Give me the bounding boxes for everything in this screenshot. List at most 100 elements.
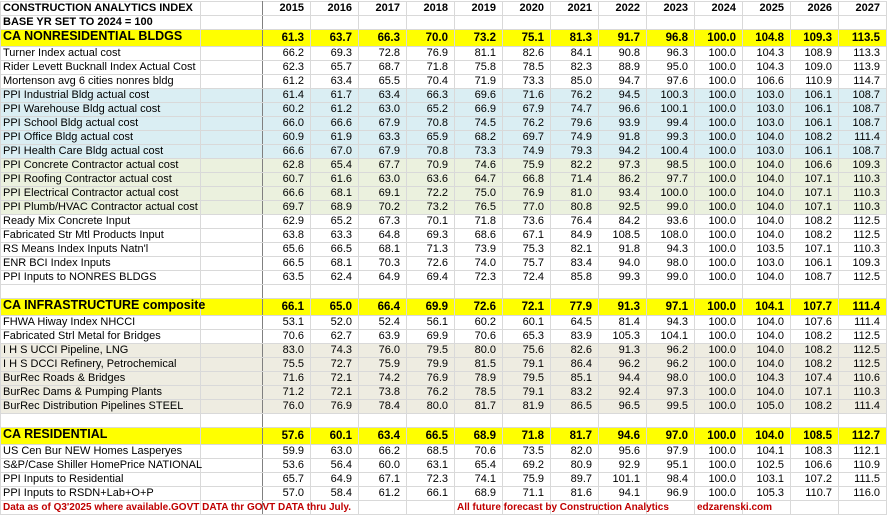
value-cell[interactable]: 63.9	[358, 329, 407, 344]
value-cell[interactable]: 78.9	[454, 371, 503, 386]
value-cell[interactable]: 66.4	[358, 298, 407, 316]
empty-cell[interactable]	[200, 399, 263, 414]
value-cell[interactable]: 60.1	[502, 315, 551, 330]
value-cell[interactable]: 71.9	[454, 74, 503, 89]
value-cell[interactable]: 65.0	[310, 298, 359, 316]
empty-cell[interactable]	[200, 116, 263, 131]
value-cell[interactable]: 100.0	[694, 385, 743, 400]
footer-cell[interactable]	[358, 500, 407, 515]
value-cell[interactable]: 72.4	[502, 270, 551, 285]
value-cell[interactable]: 66.1	[262, 298, 311, 316]
empty-cell[interactable]	[200, 298, 263, 316]
value-cell[interactable]: 82.1	[550, 242, 599, 257]
value-cell[interactable]: 76.2	[502, 116, 551, 131]
value-cell[interactable]: 100.0	[694, 186, 743, 201]
value-cell[interactable]: 56.1	[406, 315, 455, 330]
value-cell[interactable]: 104.3	[742, 46, 791, 61]
value-cell[interactable]: 68.2	[454, 130, 503, 145]
value-cell[interactable]: 107.1	[790, 186, 839, 201]
value-cell[interactable]: 107.2	[790, 472, 839, 487]
empty-cell[interactable]	[200, 130, 263, 145]
value-cell[interactable]: 108.7	[838, 102, 887, 117]
value-cell[interactable]: 79.9	[406, 357, 455, 372]
value-cell[interactable]: 108.2	[790, 399, 839, 414]
value-cell[interactable]: 63.4	[358, 427, 407, 445]
value-cell[interactable]: 59.9	[262, 444, 311, 459]
value-cell[interactable]: 114.7	[838, 74, 887, 89]
empty-cell[interactable]	[200, 1, 263, 16]
value-cell[interactable]: 104.0	[742, 214, 791, 229]
value-cell[interactable]: 74.6	[454, 158, 503, 173]
value-cell[interactable]	[502, 284, 551, 299]
value-cell[interactable]: 64.9	[310, 472, 359, 487]
value-cell[interactable]: 100.0	[694, 444, 743, 459]
value-cell[interactable]: 82.2	[550, 158, 599, 173]
value-cell[interactable]: 83.9	[550, 329, 599, 344]
value-cell[interactable]: 85.8	[550, 270, 599, 285]
value-cell[interactable]: 96.2	[646, 343, 695, 358]
row-label-cell[interactable]: I H S DCCI Refinery, Petrochemical	[0, 357, 201, 372]
value-cell[interactable]: 100.0	[694, 214, 743, 229]
empty-cell[interactable]	[200, 329, 263, 344]
value-cell[interactable]: 110.7	[790, 486, 839, 501]
value-cell[interactable]: 100.0	[694, 427, 743, 445]
value-cell[interactable]: 100.0	[694, 172, 743, 187]
empty-cell[interactable]	[200, 315, 263, 330]
value-cell[interactable]: 73.3	[502, 74, 551, 89]
value-cell[interactable]: 112.5	[838, 357, 887, 372]
value-cell[interactable]: 63.0	[358, 102, 407, 117]
value-cell[interactable]: 80.9	[550, 458, 599, 473]
value-cell[interactable]: 63.1	[406, 458, 455, 473]
value-cell[interactable]: 99.0	[646, 200, 695, 215]
value-cell[interactable]: 70.4	[406, 74, 455, 89]
value-cell[interactable]: 99.4	[646, 116, 695, 131]
value-cell[interactable]: 97.0	[646, 427, 695, 445]
value-cell[interactable]: 78.5	[502, 60, 551, 75]
value-cell[interactable]: 66.2	[262, 46, 311, 61]
value-cell[interactable]: 116.0	[838, 486, 887, 501]
value-cell[interactable]: 78.4	[358, 399, 407, 414]
value-cell[interactable]: 99.5	[646, 399, 695, 414]
value-cell[interactable]: 88.9	[598, 60, 647, 75]
value-cell[interactable]: 76.0	[358, 343, 407, 358]
value-cell[interactable]: 107.7	[790, 298, 839, 316]
value-cell[interactable]: 107.1	[790, 385, 839, 400]
value-cell[interactable]: 112.5	[838, 270, 887, 285]
value-cell[interactable]	[694, 284, 743, 299]
value-cell[interactable]: 75.1	[502, 29, 551, 47]
value-cell[interactable]: 108.0	[646, 228, 695, 243]
value-cell[interactable]: 104.0	[742, 158, 791, 173]
value-cell[interactable]: 113.5	[838, 29, 887, 47]
value-cell[interactable]: 80.0	[454, 343, 503, 358]
value-cell[interactable]: 110.3	[838, 200, 887, 215]
value-cell[interactable]: 73.9	[454, 242, 503, 257]
value-cell[interactable]: 109.0	[790, 60, 839, 75]
value-cell[interactable]	[502, 413, 551, 428]
value-cell[interactable]: 67.9	[358, 116, 407, 131]
year-header-2026[interactable]: 2026	[790, 1, 839, 16]
value-cell[interactable]: 90.8	[598, 46, 647, 61]
value-cell[interactable]: 66.6	[262, 144, 311, 159]
value-cell[interactable]: 84.9	[550, 228, 599, 243]
value-cell[interactable]: 100.0	[694, 371, 743, 386]
value-cell[interactable]: 109.3	[838, 256, 887, 271]
value-cell[interactable]: 69.2	[502, 458, 551, 473]
empty-cell[interactable]	[646, 15, 695, 30]
value-cell[interactable]: 79.1	[502, 357, 551, 372]
value-cell[interactable]: 94.3	[646, 315, 695, 330]
footer-cell[interactable]	[406, 500, 455, 515]
value-cell[interactable]: 72.2	[406, 186, 455, 201]
value-cell[interactable]: 63.8	[262, 228, 311, 243]
value-cell[interactable]: 106.1	[790, 102, 839, 117]
empty-cell[interactable]	[200, 371, 263, 386]
value-cell[interactable]: 83.4	[550, 256, 599, 271]
value-cell[interactable]: 61.2	[262, 74, 311, 89]
value-cell[interactable]: 72.3	[454, 270, 503, 285]
value-cell[interactable]: 76.0	[262, 399, 311, 414]
value-cell[interactable]: 62.9	[262, 214, 311, 229]
empty-cell[interactable]	[502, 15, 551, 30]
value-cell[interactable]: 63.3	[358, 130, 407, 145]
value-cell[interactable]: 112.1	[838, 444, 887, 459]
value-cell[interactable]: 81.0	[550, 186, 599, 201]
value-cell[interactable]: 98.0	[646, 371, 695, 386]
